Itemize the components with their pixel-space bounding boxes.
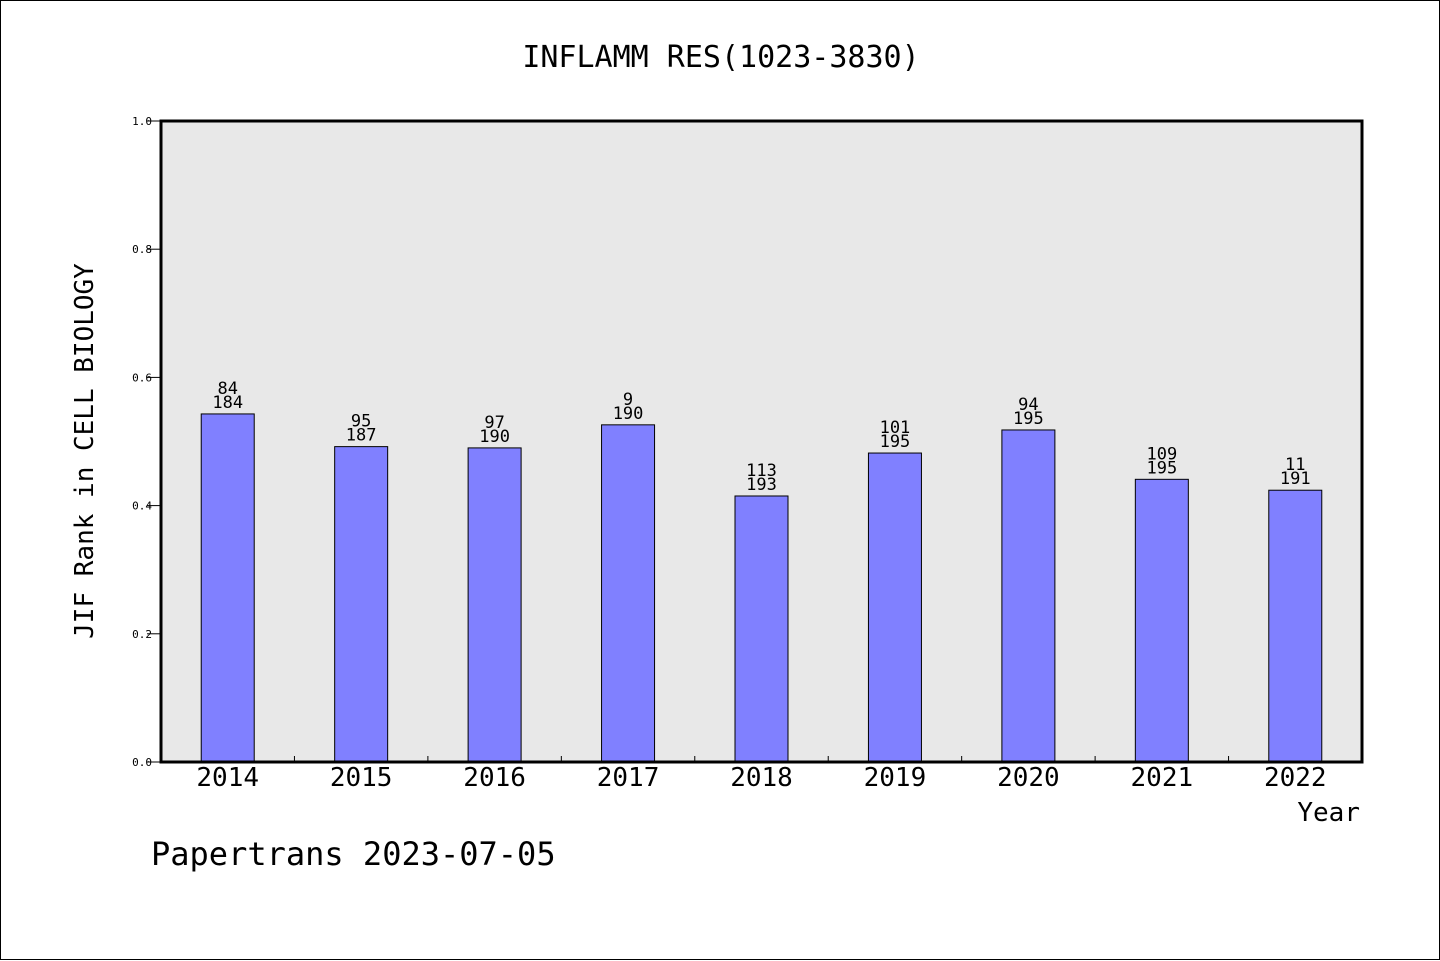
bar-2021	[1134, 478, 1189, 763]
bar-2018	[734, 495, 789, 763]
bar-rank-label: 97	[484, 413, 504, 433]
x-axis-label: Year	[1297, 798, 1360, 828]
x-tick-label: 2021	[1131, 763, 1194, 793]
y-axis: 0.0 0.2 0.4 0.6 0.8 1.0	[132, 115, 160, 769]
y-axis-label: JIF Rank in CELL BIOLOGY	[70, 263, 100, 639]
x-tick-label: 2018	[730, 763, 793, 793]
bar-2015	[334, 446, 389, 763]
y-tick-label: 0.2	[132, 628, 152, 641]
bar-2019	[867, 452, 922, 763]
bar-total-label: 190	[479, 427, 510, 447]
x-tick-label: 2017	[597, 763, 660, 793]
x-tick-label: 2016	[463, 763, 526, 793]
x-tick-label: 2014	[196, 763, 259, 793]
bar-rank-label: 113	[746, 461, 777, 481]
x-tick-label: 2019	[864, 763, 927, 793]
bar-2022	[1268, 489, 1323, 763]
x-axis: 2014 2015 2016 2017 2018 2019 2020 2021 2022	[196, 756, 1327, 793]
y-tick-label: 0.4	[132, 500, 152, 513]
y-tick-label: 0.6	[132, 371, 152, 384]
bar-rank-label: 95	[351, 412, 371, 432]
bar-total-label: 187	[346, 426, 377, 446]
x-tick-label: 2022	[1264, 763, 1327, 793]
y-tick-label: 0.8	[132, 243, 152, 256]
bar-total-label: 190	[613, 404, 644, 424]
bar-total-label: 193	[746, 475, 777, 495]
bar-rank-label: 11	[1285, 455, 1305, 475]
bar-total-label: 184	[212, 393, 243, 413]
plot-border	[159, 119, 1364, 764]
bar-2014	[200, 413, 255, 763]
bar-2020	[1001, 429, 1056, 763]
y-tick-label: 0.0	[132, 756, 152, 769]
bar-total-label: 195	[1146, 458, 1177, 478]
bar-rank-label: 9	[623, 390, 633, 410]
y-tick-label: 1.0	[132, 115, 152, 128]
bar-rank-label: 109	[1146, 444, 1177, 464]
bar-total-label: 191	[1280, 469, 1311, 489]
bar-rank-label: 94	[1018, 395, 1038, 415]
bar-2017	[601, 424, 656, 763]
x-tick-label: 2015	[330, 763, 393, 793]
bar-total-label: 195	[1013, 409, 1044, 429]
bar-2016	[467, 447, 522, 763]
footer-text: Papertrans 2023-07-05	[151, 835, 556, 873]
x-tick-label: 2020	[997, 763, 1060, 793]
chart-title: INFLAMM RES(1023-3830)	[522, 40, 919, 75]
bar-total-label: 195	[880, 432, 911, 452]
bar-rank-label: 101	[880, 418, 911, 438]
bar-rank-label: 84	[217, 379, 237, 399]
